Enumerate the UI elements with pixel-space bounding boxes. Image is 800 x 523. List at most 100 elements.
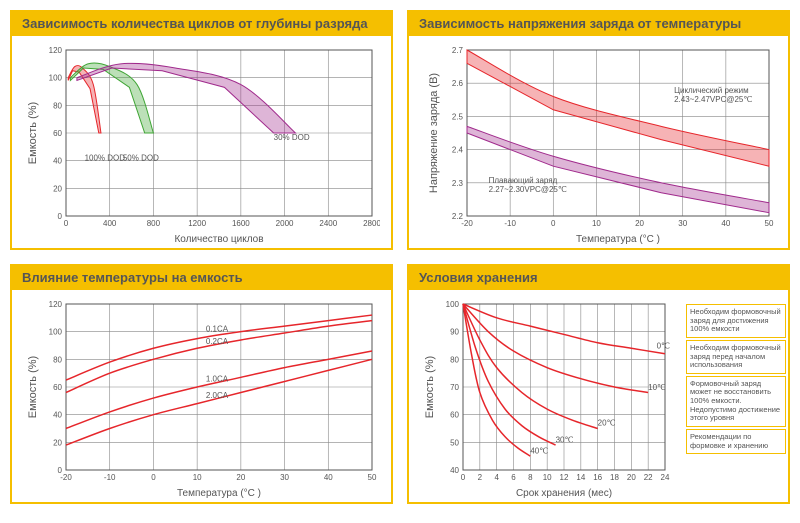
panel-voltage-vs-temp: Зависимость напряжения заряда от темпера… — [407, 10, 790, 250]
svg-text:12: 12 — [560, 473, 569, 482]
svg-text:10: 10 — [592, 219, 601, 228]
svg-text:1.0CA: 1.0CA — [206, 374, 229, 383]
svg-text:50: 50 — [765, 219, 774, 228]
svg-text:2800: 2800 — [363, 219, 380, 228]
svg-text:80: 80 — [53, 355, 62, 364]
svg-text:120: 120 — [49, 46, 63, 55]
chart-storage: 024681012141618202224405060708090100Емко… — [417, 298, 671, 498]
svg-text:30: 30 — [280, 473, 289, 482]
svg-text:0.2CA: 0.2CA — [206, 337, 229, 346]
svg-text:120: 120 — [49, 300, 63, 309]
svg-text:60: 60 — [450, 411, 459, 420]
svg-text:Температура (°C ): Температура (°C ) — [177, 488, 261, 498]
svg-text:50% DOD: 50% DOD — [123, 154, 159, 163]
svg-text:2400: 2400 — [319, 219, 337, 228]
svg-text:Емкость (%): Емкость (%) — [424, 356, 436, 418]
svg-text:6: 6 — [511, 473, 516, 482]
storage-notes: Необходим формо­вочный заряд для достиже… — [686, 304, 786, 454]
svg-text:2.3: 2.3 — [452, 179, 464, 188]
svg-text:2.0CA: 2.0CA — [206, 391, 229, 400]
svg-text:50: 50 — [450, 438, 459, 447]
panel-capacity-vs-temp: Влияние температуры на емкость -20 -10 0 10… — [10, 264, 393, 504]
svg-text:100% DOD: 100% DOD — [85, 154, 126, 163]
svg-text:1200: 1200 — [188, 219, 206, 228]
svg-text:1600: 1600 — [232, 219, 250, 228]
svg-text:-20: -20 — [461, 219, 473, 228]
svg-text:2.43~2.47VPC@25℃: 2.43~2.47VPC@25℃ — [674, 95, 752, 104]
svg-text:70: 70 — [450, 383, 459, 392]
svg-text:2.4: 2.4 — [452, 146, 464, 155]
svg-text:0: 0 — [58, 466, 63, 475]
storage-note: Необходим формо­вочный заряд для достиже… — [686, 304, 786, 338]
panel-title: Условия хранения — [409, 266, 788, 290]
panel-title: Зависимость напряжения заряда от темпера… — [409, 12, 788, 36]
svg-text:0: 0 — [58, 212, 63, 221]
svg-text:100: 100 — [49, 328, 63, 337]
svg-text:Емкость (%): Емкость (%) — [27, 102, 39, 164]
svg-text:60: 60 — [53, 383, 62, 392]
svg-text:2.27~2.30VPC@25℃: 2.27~2.30VPC@25℃ — [489, 185, 567, 194]
svg-text:Напряжение заряда (В): Напряжение заряда (В) — [428, 73, 440, 193]
svg-text:40: 40 — [53, 157, 62, 166]
svg-text:Емкость (%): Емкость (%) — [27, 356, 39, 418]
svg-text:10: 10 — [543, 473, 552, 482]
svg-text:Циклический режим: Циклический режим — [674, 86, 749, 95]
svg-text:22: 22 — [644, 473, 653, 482]
svg-text:2000: 2000 — [276, 219, 294, 228]
svg-text:16: 16 — [593, 473, 602, 482]
svg-text:20: 20 — [53, 438, 62, 447]
svg-text:100: 100 — [446, 300, 460, 309]
svg-text:60: 60 — [53, 129, 62, 138]
svg-text:-10: -10 — [104, 473, 116, 482]
svg-text:Количество циклов: Количество циклов — [174, 234, 263, 244]
svg-text:20: 20 — [627, 473, 636, 482]
svg-text:30: 30 — [678, 219, 687, 228]
svg-text:0℃: 0℃ — [657, 341, 670, 350]
svg-text:20: 20 — [236, 473, 245, 482]
svg-text:0: 0 — [151, 473, 156, 482]
svg-text:90: 90 — [450, 328, 459, 337]
svg-text:400: 400 — [103, 219, 117, 228]
svg-text:40: 40 — [324, 473, 333, 482]
svg-text:100: 100 — [49, 74, 63, 83]
svg-text:20℃: 20℃ — [598, 419, 616, 428]
storage-note: Формовочный заряд может не восстано­вить… — [686, 376, 786, 427]
svg-text:20: 20 — [635, 219, 644, 228]
svg-text:10℃: 10℃ — [648, 383, 666, 392]
svg-text:14: 14 — [576, 473, 585, 482]
svg-text:8: 8 — [528, 473, 533, 482]
storage-note: Рекомендации по формовке и хране­нию — [686, 429, 786, 454]
svg-text:Температура (°C ): Температура (°C ) — [576, 234, 660, 244]
svg-text:Плавающий заряд: Плавающий заряд — [489, 176, 558, 185]
svg-text:0: 0 — [64, 219, 69, 228]
svg-text:80: 80 — [53, 101, 62, 110]
chart-cycles-vs-dod: 0400800120016002000240028000204060801001… — [20, 44, 380, 244]
panel-cycles-vs-dod: Зависимость количества циклов от глубины… — [10, 10, 393, 250]
svg-text:-20: -20 — [60, 473, 72, 482]
svg-text:2: 2 — [478, 473, 483, 482]
svg-text:2.7: 2.7 — [452, 46, 464, 55]
svg-text:4: 4 — [494, 473, 499, 482]
svg-text:2.5: 2.5 — [452, 112, 464, 121]
svg-text:800: 800 — [147, 219, 161, 228]
svg-text:80: 80 — [450, 355, 459, 364]
svg-text:30℃: 30℃ — [556, 435, 574, 444]
panel-title: Зависимость количества циклов от глубины… — [12, 12, 391, 36]
svg-text:40: 40 — [721, 219, 730, 228]
svg-text:40℃: 40℃ — [530, 446, 548, 455]
panel-title: Влияние температуры на емкость — [12, 266, 391, 290]
svg-text:18: 18 — [610, 473, 619, 482]
storage-note: Необходим формо­вочный заряд перед начал… — [686, 340, 786, 374]
svg-text:24: 24 — [661, 473, 670, 482]
svg-text:-10: -10 — [504, 219, 516, 228]
svg-text:50: 50 — [368, 473, 377, 482]
svg-text:40: 40 — [53, 411, 62, 420]
svg-text:2.6: 2.6 — [452, 79, 464, 88]
panel-storage: Условия хранения 02468101214161820222440… — [407, 264, 790, 504]
svg-text:Срок хранения (мес): Срок хранения (мес) — [516, 488, 612, 498]
svg-text:30% DOD: 30% DOD — [274, 133, 310, 142]
svg-text:2.2: 2.2 — [452, 212, 464, 221]
svg-text:0: 0 — [461, 473, 466, 482]
svg-text:0: 0 — [551, 219, 556, 228]
chart-voltage-vs-temp: -20 -10 0 10 20 30 40 50 2.2 2.3 2.4 2.5 2.6 2.7 Напря… — [417, 44, 777, 244]
